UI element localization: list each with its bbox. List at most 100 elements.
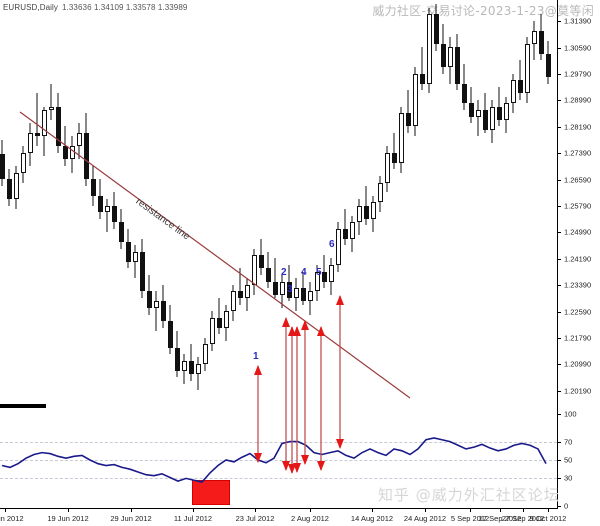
price-tick — [557, 47, 561, 49]
date-tick-label: 19 Jun 2012 — [47, 514, 89, 523]
candle-body-bullish — [398, 113, 404, 163]
candle-body-bearish — [265, 268, 271, 282]
date-tick-label: 9 Oct 2012 — [529, 514, 567, 523]
candlestick — [475, 0, 481, 408]
candle-body-bullish — [209, 317, 215, 345]
candle-body-bearish — [272, 281, 278, 295]
candle-body-bearish — [517, 80, 523, 94]
candlestick — [111, 0, 117, 408]
candlestick — [426, 0, 432, 408]
rsi-tick — [557, 478, 561, 480]
candlestick — [419, 0, 425, 408]
candle-body-bearish — [174, 347, 180, 371]
price-tick-label: 1.27390 — [564, 148, 592, 158]
candlestick — [482, 0, 488, 408]
candle-body-bullish — [13, 172, 19, 200]
candle-wick — [407, 90, 409, 134]
rsi-level-line-30 — [0, 478, 557, 480]
candlestick — [398, 0, 404, 408]
candlestick — [433, 0, 439, 408]
date-tick-label: 17 Sep 2012 — [478, 514, 522, 523]
candlestick — [349, 0, 355, 408]
candlestick — [496, 0, 502, 408]
divergence-number-1: 1 — [253, 351, 259, 362]
candle-body-bearish — [216, 317, 222, 328]
candle-body-bearish — [321, 271, 327, 282]
candlestick — [510, 0, 516, 408]
candlestick — [6, 0, 12, 408]
candle-body-bearish — [118, 222, 124, 242]
candle-body-bearish — [167, 321, 173, 348]
candle-body-bullish — [251, 255, 257, 285]
candle-wick — [393, 133, 395, 170]
candlestick — [503, 0, 509, 408]
candle-body-bearish — [440, 43, 446, 68]
price-tick — [557, 390, 561, 392]
candle-body-bullish — [370, 202, 376, 219]
left-marker-bar — [0, 404, 46, 408]
date-tick — [470, 508, 471, 512]
price-tick-label: 1.30590 — [564, 43, 592, 53]
candle-body-bullish — [412, 73, 418, 127]
candle-body-bullish — [230, 291, 236, 312]
rsi-tick-label: 30 — [564, 473, 573, 483]
candle-wick — [421, 47, 423, 91]
candlestick — [293, 0, 299, 408]
candlestick — [531, 0, 537, 408]
price-tick-label: 1.28990 — [564, 95, 592, 105]
divergence-number-3: 3 — [287, 284, 293, 295]
rsi-tick — [557, 506, 561, 507]
candlestick — [181, 0, 187, 408]
candlestick — [405, 0, 411, 408]
candlestick — [202, 0, 208, 408]
candlestick — [545, 0, 551, 408]
price-tick — [557, 74, 561, 75]
candle-body-bearish — [160, 301, 166, 322]
candle-body-bearish — [125, 241, 131, 262]
candlestick — [153, 0, 159, 408]
candlestick — [216, 0, 222, 408]
candlestick — [83, 0, 89, 408]
candlestick — [27, 0, 33, 408]
candle-body-bullish — [426, 14, 432, 84]
candlestick — [286, 0, 292, 408]
candle-body-bearish — [258, 255, 264, 269]
date-tick — [372, 508, 373, 512]
candlestick — [13, 0, 19, 408]
candle-body-bearish — [237, 291, 243, 299]
candlestick — [76, 0, 82, 408]
candlestick — [195, 0, 201, 408]
candlestick — [314, 0, 320, 408]
candlestick — [377, 0, 383, 408]
candlestick — [489, 0, 495, 408]
candlestick — [300, 0, 306, 408]
candle-body-bearish — [363, 205, 369, 219]
ohlc-values: 1.33636 1.34109 1.33578 1.33989 — [62, 3, 188, 12]
candle-body-bullish — [307, 291, 313, 302]
candle-body-bullish — [223, 311, 229, 328]
price-tick-label: 1.20190 — [564, 386, 592, 396]
candlestick — [258, 0, 264, 408]
candle-body-bullish — [475, 109, 481, 117]
rsi-indicator-line — [1, 437, 547, 483]
price-tick — [557, 311, 561, 313]
candle-body-bullish — [69, 146, 75, 160]
price-tick-label: 1.25790 — [564, 201, 592, 211]
rsi-tick-label: 0 — [564, 501, 569, 511]
candle-body-bullish — [20, 152, 26, 173]
rsi-pane — [0, 408, 557, 508]
candlestick — [48, 0, 54, 408]
price-tick — [557, 21, 561, 23]
rsi-level-line-70 — [0, 441, 557, 443]
candle-wick — [239, 268, 241, 305]
candle-body-bullish — [279, 281, 285, 295]
price-tick-label: 1.28190 — [564, 122, 592, 132]
candle-body-bullish — [447, 47, 453, 68]
candlestick — [90, 0, 96, 408]
candlestick — [391, 0, 397, 408]
watermark-bottom: 知乎 @威力外汇社区论坛 — [378, 486, 560, 504]
price-tick-label: 1.21790 — [564, 333, 592, 343]
rsi-highlight-box — [192, 480, 230, 505]
rsi-tick-label: 50 — [564, 455, 573, 465]
candlestick — [412, 0, 418, 408]
